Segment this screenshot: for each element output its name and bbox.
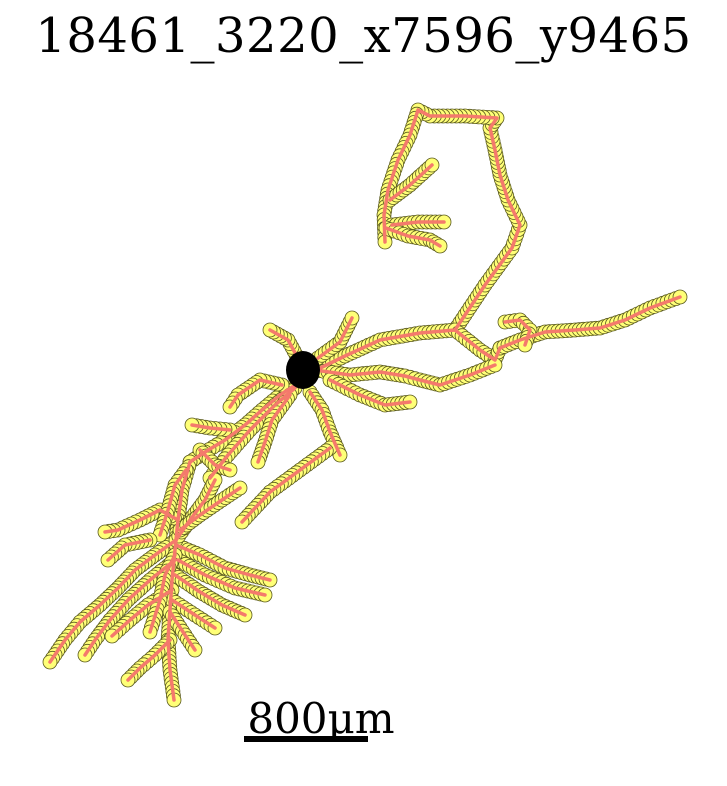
neurite-edge bbox=[310, 328, 502, 374]
neurite-edge bbox=[148, 553, 177, 634]
neurite-nodes bbox=[42, 102, 688, 708]
neurite-edge bbox=[316, 316, 354, 360]
neurite-edge bbox=[170, 598, 217, 630]
figure-title: 18461_3220_x7596_y9465 bbox=[35, 8, 692, 64]
neurite-edge bbox=[188, 380, 302, 464]
soma bbox=[286, 351, 320, 389]
neurite-edge bbox=[48, 538, 178, 664]
neurite-edge bbox=[83, 558, 177, 657]
neurite-edge bbox=[174, 478, 217, 542]
neurite-edge bbox=[106, 538, 152, 562]
neurite-edge bbox=[388, 163, 434, 202]
neurite-edge bbox=[168, 610, 197, 652]
neurite-edge bbox=[173, 573, 247, 617]
neurite-edge bbox=[328, 378, 412, 407]
neurite-edge bbox=[158, 468, 188, 537]
neurite-edge bbox=[256, 393, 292, 464]
scale-bar bbox=[244, 736, 368, 742]
neurite-edge bbox=[190, 423, 232, 432]
neurite-edge bbox=[174, 543, 272, 582]
neurite-edge bbox=[208, 386, 297, 480]
neurite-edge bbox=[198, 448, 232, 472]
neurite-edge bbox=[308, 390, 342, 457]
neurite-edge bbox=[384, 226, 442, 248]
neurite-edge bbox=[126, 638, 172, 682]
neurite-edge bbox=[176, 558, 267, 597]
neurite-edge bbox=[178, 486, 242, 532]
neurite-edge bbox=[382, 108, 522, 332]
neurite-edge bbox=[240, 446, 332, 524]
neurite-edge bbox=[313, 363, 497, 387]
neurite-edges bbox=[48, 108, 682, 702]
scale-bar-label: 800μm bbox=[247, 694, 395, 743]
neurite-edge bbox=[390, 220, 446, 227]
neurite-edge bbox=[503, 318, 532, 347]
neurite-edge bbox=[166, 460, 192, 702]
neurite-edge bbox=[498, 295, 682, 350]
neurite-edge bbox=[228, 378, 284, 409]
